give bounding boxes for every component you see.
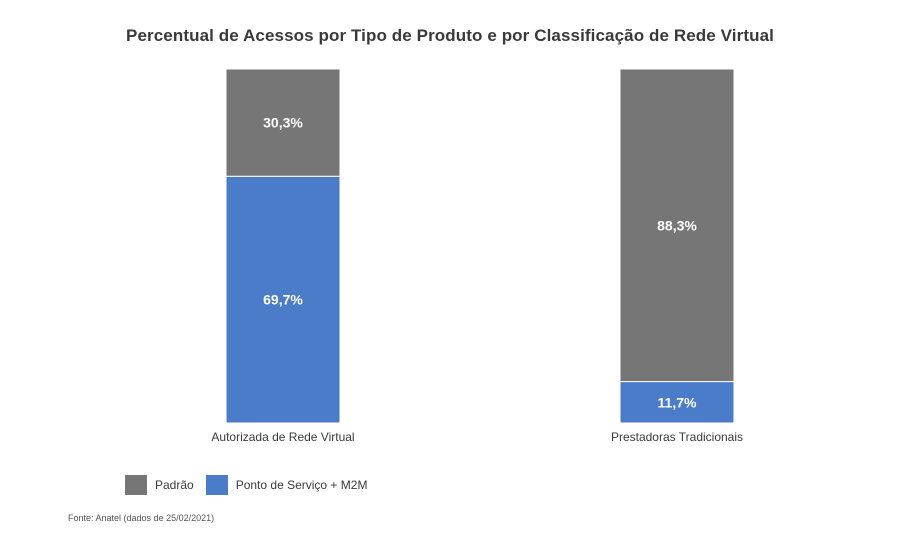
legend-swatch-ponto-servico (205, 475, 228, 495)
data-label-padrao-0: 30,3% (263, 115, 303, 131)
legend-label-padrao: Padrão (155, 478, 194, 492)
chart-plot: 69,7% 30,3% Autorizada de Rede Virtual 11,7… (211, 68, 743, 444)
chart-title: Percentual de Acessos por Tipo de Produt… (126, 26, 774, 45)
chart-legend: Padrão Ponto de Serviço + M2M (125, 475, 379, 495)
legend-item-ponto-servico: Ponto de Serviço + M2M (205, 475, 368, 495)
source-note: Fonte: Anatel (dados de 25/02/2021) (68, 513, 215, 523)
data-label-padrao-1: 88,3% (657, 217, 697, 233)
bar-segment-padrao-0 (225, 68, 341, 177)
bar-segment-ponto-servico-0 (225, 175, 341, 424)
data-label-ponto-servico-1: 11,7% (658, 394, 697, 410)
category-label-1: Prestadoras Tradicionais (611, 430, 743, 444)
legend-item-padrao: Padrão (125, 475, 194, 495)
bar-segment-ponto-servico-1 (619, 381, 735, 424)
legend-swatch-padrao (125, 475, 147, 495)
bar-segment-padrao-1 (619, 68, 735, 383)
legend-label-ponto-servico: Ponto de Serviço + M2M (235, 478, 368, 492)
category-label-0: Autorizada de Rede Virtual (211, 430, 354, 444)
data-label-ponto-servico-0: 69,7% (263, 292, 303, 308)
